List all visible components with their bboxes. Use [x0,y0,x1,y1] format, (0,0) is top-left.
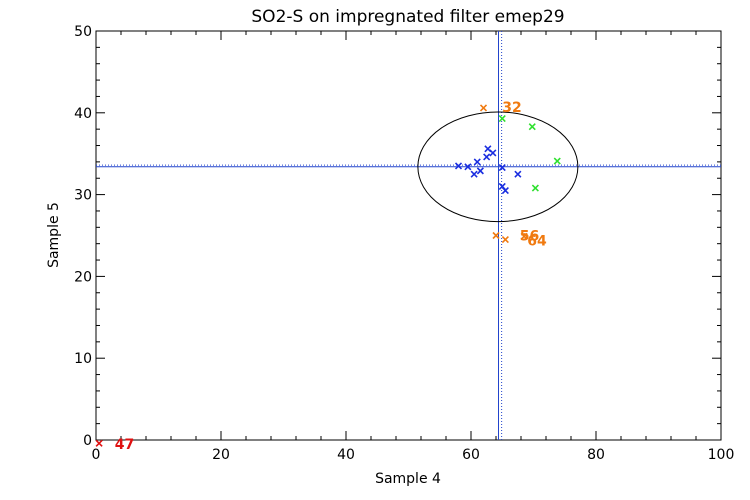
point-annotation: 56 [520,229,539,245]
point-stroke [476,167,484,175]
point-stroke [489,149,497,157]
scatter-point [501,236,509,244]
y-axis-label: Sample 5 [46,202,62,268]
y-tick-label: 30 [74,188,92,204]
scatter-point [498,114,506,123]
confidence-ellipse [417,111,579,223]
scatter-point [501,186,509,195]
point-stroke [531,184,539,192]
x-tick-label: 80 [587,447,605,463]
scatter-point [492,231,500,240]
scatter-point [479,104,488,112]
point-stroke [470,170,478,178]
point-annotation: 47 [115,437,134,453]
plot-area-frame [95,30,722,441]
y-tick-label: 20 [74,269,92,285]
point-stroke [492,231,500,240]
scatter-point [464,163,472,171]
scatter-point [531,184,539,192]
point-stroke [553,157,561,165]
point-stroke [501,236,509,244]
point-stroke [514,170,522,178]
point-stroke [473,158,481,166]
point-stroke [528,123,536,131]
x-tick-label: 0 [92,447,101,463]
y-tick-label: 40 [74,106,92,122]
scatter-point [470,170,478,178]
point-stroke [454,162,463,170]
x-tick-label: 100 [708,447,735,463]
point-stroke [464,163,472,171]
scatter-point [473,158,481,166]
scatter-point [498,164,506,172]
point-stroke [520,232,528,240]
point-stroke [484,145,492,153]
x-tick-label: 40 [337,447,355,463]
scatter-point [489,149,497,157]
point-stroke [498,114,506,123]
scatter-point [528,123,536,131]
scatter-point [454,162,463,170]
point-annotation: 32 [502,100,521,116]
y-tick-label: 50 [74,24,92,40]
point-stroke [498,182,506,190]
scatter-point [520,232,528,240]
point-annotation: 64 [527,233,547,249]
chart-title: SO2-S on impregnated filter emep29 [251,7,564,27]
x-tick-label: 60 [462,447,480,463]
axes: 0 20 40 60 80 100 0 10 20 30 40 50 [74,24,734,463]
scatter-point [476,167,484,175]
point-stroke [479,104,488,112]
x-axis-label: Sample 4 [375,471,441,487]
y-tick-label: 0 [83,433,92,449]
scatter-point [514,170,522,178]
point-stroke [95,439,103,447]
scatter-point [95,439,103,447]
point-stroke [501,186,509,195]
point-stroke [483,153,491,161]
y-tick-label: 10 [74,351,92,367]
x-tick-label: 20 [212,447,230,463]
scatter-point [483,153,491,161]
scatter-point [553,157,561,165]
point-stroke [498,164,506,172]
